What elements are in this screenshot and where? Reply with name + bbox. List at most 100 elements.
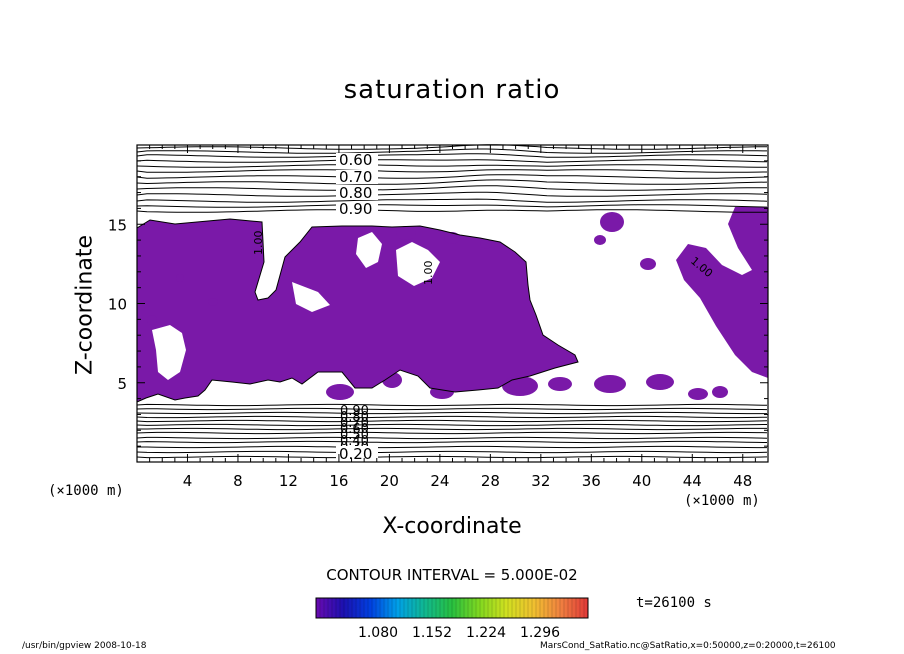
contour-label: 0.50 [340, 428, 369, 443]
contour-line [136, 204, 768, 208]
clear-pocket-upper [396, 242, 440, 286]
colorbar-tick-label: 1.080 [358, 625, 398, 641]
x-tick-label: 48 [733, 472, 752, 490]
contour-line [136, 209, 767, 213]
contour-label: 0.90 [340, 404, 369, 419]
contour-label: 0.80 [339, 184, 372, 202]
clear-pocket-upper2 [356, 232, 382, 268]
contour-line [136, 159, 768, 163]
fill-blob [382, 372, 402, 388]
colorbar-tick-label: 1.152 [412, 625, 452, 641]
contour-labels: 0.600.700.800.900.900.800.700.600.500.40… [252, 151, 715, 463]
contour-interval-label: CONTOUR INTERVAL = 5.000E-02 [326, 566, 578, 584]
contour-label-inner: 1.00 [422, 261, 435, 286]
contour-line [136, 169, 768, 173]
fill-blob [430, 385, 454, 399]
contour-line [136, 191, 768, 197]
contour-line [136, 431, 768, 435]
x-tick-label: 12 [279, 472, 298, 490]
contour-label: 0.60 [339, 151, 372, 169]
contour-label-bg [336, 446, 378, 460]
contour-line [136, 450, 768, 454]
x-axis-units: (×1000 m) [684, 493, 760, 509]
fill-blob [712, 386, 728, 398]
contour-label: 0.80 [340, 410, 369, 425]
fill-blob [600, 212, 624, 232]
fill-blob [640, 258, 656, 270]
contour-line [136, 436, 768, 440]
time-label: t=26100 s [636, 595, 712, 611]
clear-pocket-mid [292, 282, 330, 312]
contour-label: 0.40 [340, 434, 369, 449]
x-tick-label: 32 [531, 472, 550, 490]
contour-line [136, 148, 768, 154]
contour-line [136, 407, 768, 411]
contour-line [136, 419, 768, 423]
y-axis-label: Z-coordinate [72, 235, 98, 375]
colorbar: 1.080 1.152 1.224 1.296 [315, 597, 589, 641]
colorbar-tick-label: 1.296 [520, 625, 560, 641]
x-tick-label: 24 [430, 472, 449, 490]
contour-label: 0.70 [339, 168, 372, 186]
contour-line [136, 455, 768, 459]
fill-blob [688, 388, 708, 400]
y-axis-ticks: 5 10 15 [108, 160, 768, 447]
clear-pocket-left [152, 325, 186, 380]
contour-line [136, 164, 768, 168]
contour-line [136, 403, 768, 407]
contour-line [136, 174, 768, 179]
colorbar-ramp [315, 597, 589, 619]
contour-label: 0.70 [340, 416, 369, 431]
supersaturation-fill [136, 207, 768, 403]
x-tick-label: 28 [481, 472, 500, 490]
chart-title: saturation ratio [343, 75, 561, 105]
contour-line [136, 153, 768, 158]
fill-blob [502, 376, 538, 396]
contour-line [136, 185, 767, 191]
fill-blob [594, 235, 606, 245]
fill-blob [480, 239, 492, 249]
contour-line [136, 415, 768, 419]
x-axis-label: X-coordinate [382, 514, 522, 539]
fill-blob [548, 377, 572, 391]
contour-label-inner: 1.00 [252, 231, 265, 256]
colorbar-tick-label: 1.224 [466, 625, 506, 641]
x-tick-label: 16 [329, 472, 348, 490]
contour-line [136, 423, 768, 427]
x-tick-label: 36 [582, 472, 601, 490]
contour-line [137, 445, 767, 449]
contour-line [136, 179, 768, 185]
fill-blob [176, 274, 184, 282]
contour-line [136, 440, 768, 444]
y-tick-label: 10 [108, 296, 127, 314]
contour-line [137, 427, 767, 431]
x-tick-label: 44 [683, 472, 702, 490]
y-tick-label: 15 [108, 216, 127, 234]
x-tick-label: 20 [380, 472, 399, 490]
fill-main-region [137, 219, 578, 402]
contour-label: 0.20 [339, 445, 372, 463]
footer-left: /usr/bin/gpview 2008-10-18 [22, 641, 147, 651]
fill-blob [396, 226, 416, 240]
fill-blob [147, 315, 157, 325]
fill-blob [444, 232, 460, 244]
footer-right: MarsCond_SatRatio.nc@SatRatio,x=0:50000,… [540, 641, 836, 651]
fill-right-region [676, 207, 768, 378]
contour-label-bg [336, 186, 378, 200]
x-tick-label: 40 [632, 472, 651, 490]
contour-label: 0.90 [339, 200, 372, 218]
y-tick-label: 5 [117, 375, 127, 393]
contour-line [136, 198, 768, 203]
fill-blob [208, 298, 218, 306]
y-axis-units: (×1000 m) [48, 483, 124, 499]
fill-blob [326, 384, 354, 400]
contour-line [136, 411, 767, 415]
contour-label-bg [336, 153, 378, 167]
contour-label-bg [336, 170, 378, 184]
fill-blob [646, 374, 674, 390]
x-tick-label: 4 [183, 472, 193, 490]
contour-outline-main [136, 218, 579, 403]
x-axis-ticks: 4 8 12 16 20 24 28 32 36 40 44 48 [149, 145, 756, 490]
fill-blob [594, 375, 626, 393]
